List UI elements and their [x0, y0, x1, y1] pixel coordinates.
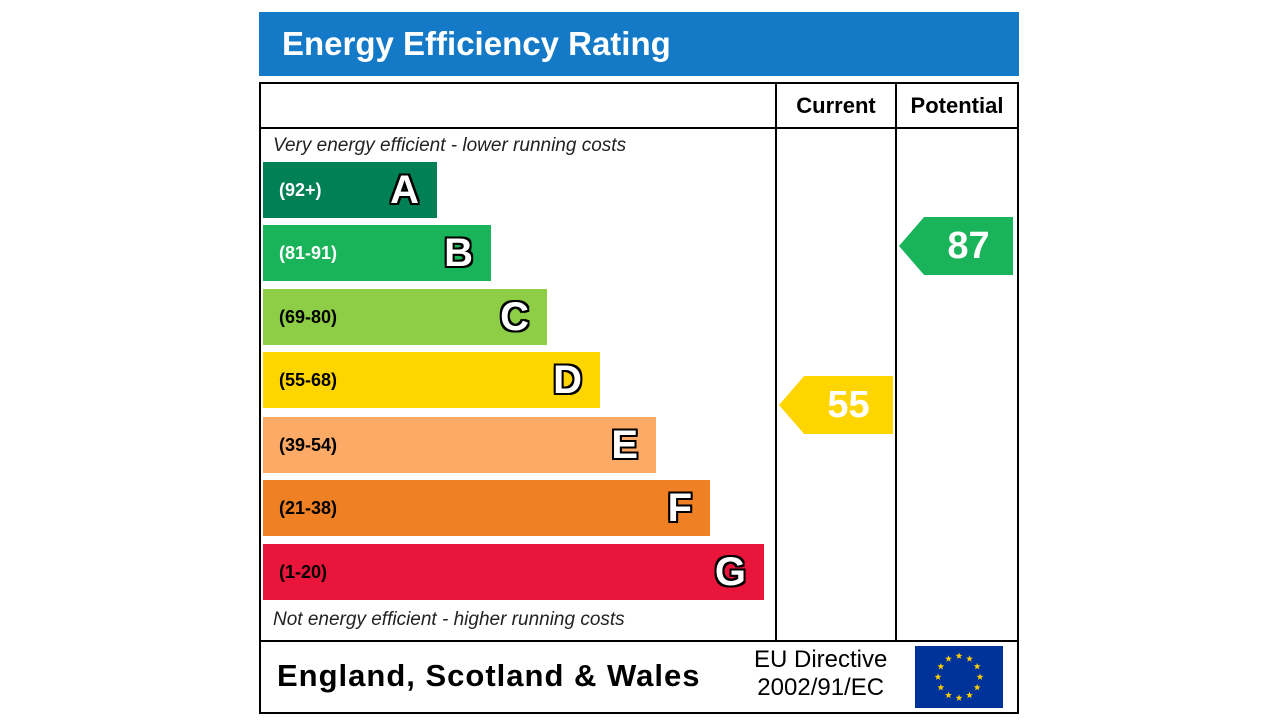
divider-potential	[895, 84, 897, 642]
eu-flag-star	[955, 694, 963, 701]
eu-flag-icon	[915, 646, 1003, 708]
band-b-range: (81-91)	[279, 243, 338, 263]
eu-flag-star	[945, 655, 952, 662]
page-title: Energy Efficiency Rating	[282, 25, 671, 62]
potential-rating-arrow: 87	[899, 217, 1013, 275]
header-bar: Energy Efficiency Rating	[259, 12, 1019, 76]
band-f-range: (21-38)	[279, 498, 338, 518]
band-g: (1-20) G	[263, 544, 764, 600]
potential-rating-value: 87	[947, 225, 990, 267]
band-d-letter: D	[553, 358, 582, 402]
eu-flag-star	[966, 691, 973, 699]
column-header-potential: Potential	[910, 93, 1004, 118]
band-a-letter: A	[390, 168, 419, 212]
divider-header-row	[261, 127, 1017, 129]
eu-flag-star	[937, 683, 945, 691]
footer-region: England, Scotland & Wales	[277, 658, 701, 693]
eu-directive-line1: EU Directive	[754, 646, 888, 673]
column-header-current: Current	[796, 93, 876, 118]
divider-current	[775, 84, 777, 642]
band-f: (21-38) F	[263, 480, 710, 536]
band-d: (55-68) D	[263, 352, 600, 408]
current-rating-value: 55	[827, 384, 870, 426]
band-d-range: (55-68)	[279, 370, 338, 390]
eu-flag-star	[955, 652, 963, 659]
eu-flag-star	[966, 655, 973, 662]
eu-flag-star	[976, 673, 984, 680]
eu-directive: EU Directive 2002/91/EC	[754, 646, 887, 702]
eu-flag-star	[973, 662, 981, 670]
caption-bottom: Not energy efficient - higher running co…	[273, 609, 625, 630]
band-g-range: (1-20)	[279, 562, 328, 582]
caption-top: Very energy efficient - lower running co…	[273, 135, 627, 156]
band-b: (81-91) B	[263, 225, 491, 281]
eu-flag-star	[973, 683, 981, 691]
eu-flag-star	[934, 673, 942, 680]
band-e-letter: E	[611, 423, 638, 467]
band-a: (92+) A	[263, 162, 437, 218]
divider-footer-row	[261, 640, 1017, 642]
eu-flag-star	[945, 691, 952, 699]
band-e: (39-54) E	[263, 417, 656, 473]
band-f-letter: F	[667, 486, 692, 530]
band-g-letter: G	[714, 550, 746, 594]
band-a-range: (92+)	[279, 180, 322, 200]
current-rating-arrow: 55	[779, 376, 893, 434]
band-c-range: (69-80)	[279, 307, 338, 327]
band-c: (69-80) C	[263, 289, 547, 345]
eu-flag-star	[937, 662, 945, 670]
band-e-range: (39-54)	[279, 435, 338, 455]
band-b-letter: B	[444, 231, 473, 275]
rating-table: Current Potential Very energy efficient …	[259, 82, 1019, 714]
band-c-letter: C	[500, 295, 529, 339]
eu-directive-line2: 2002/91/EC	[757, 674, 885, 701]
eu-flag-stars	[934, 652, 984, 701]
